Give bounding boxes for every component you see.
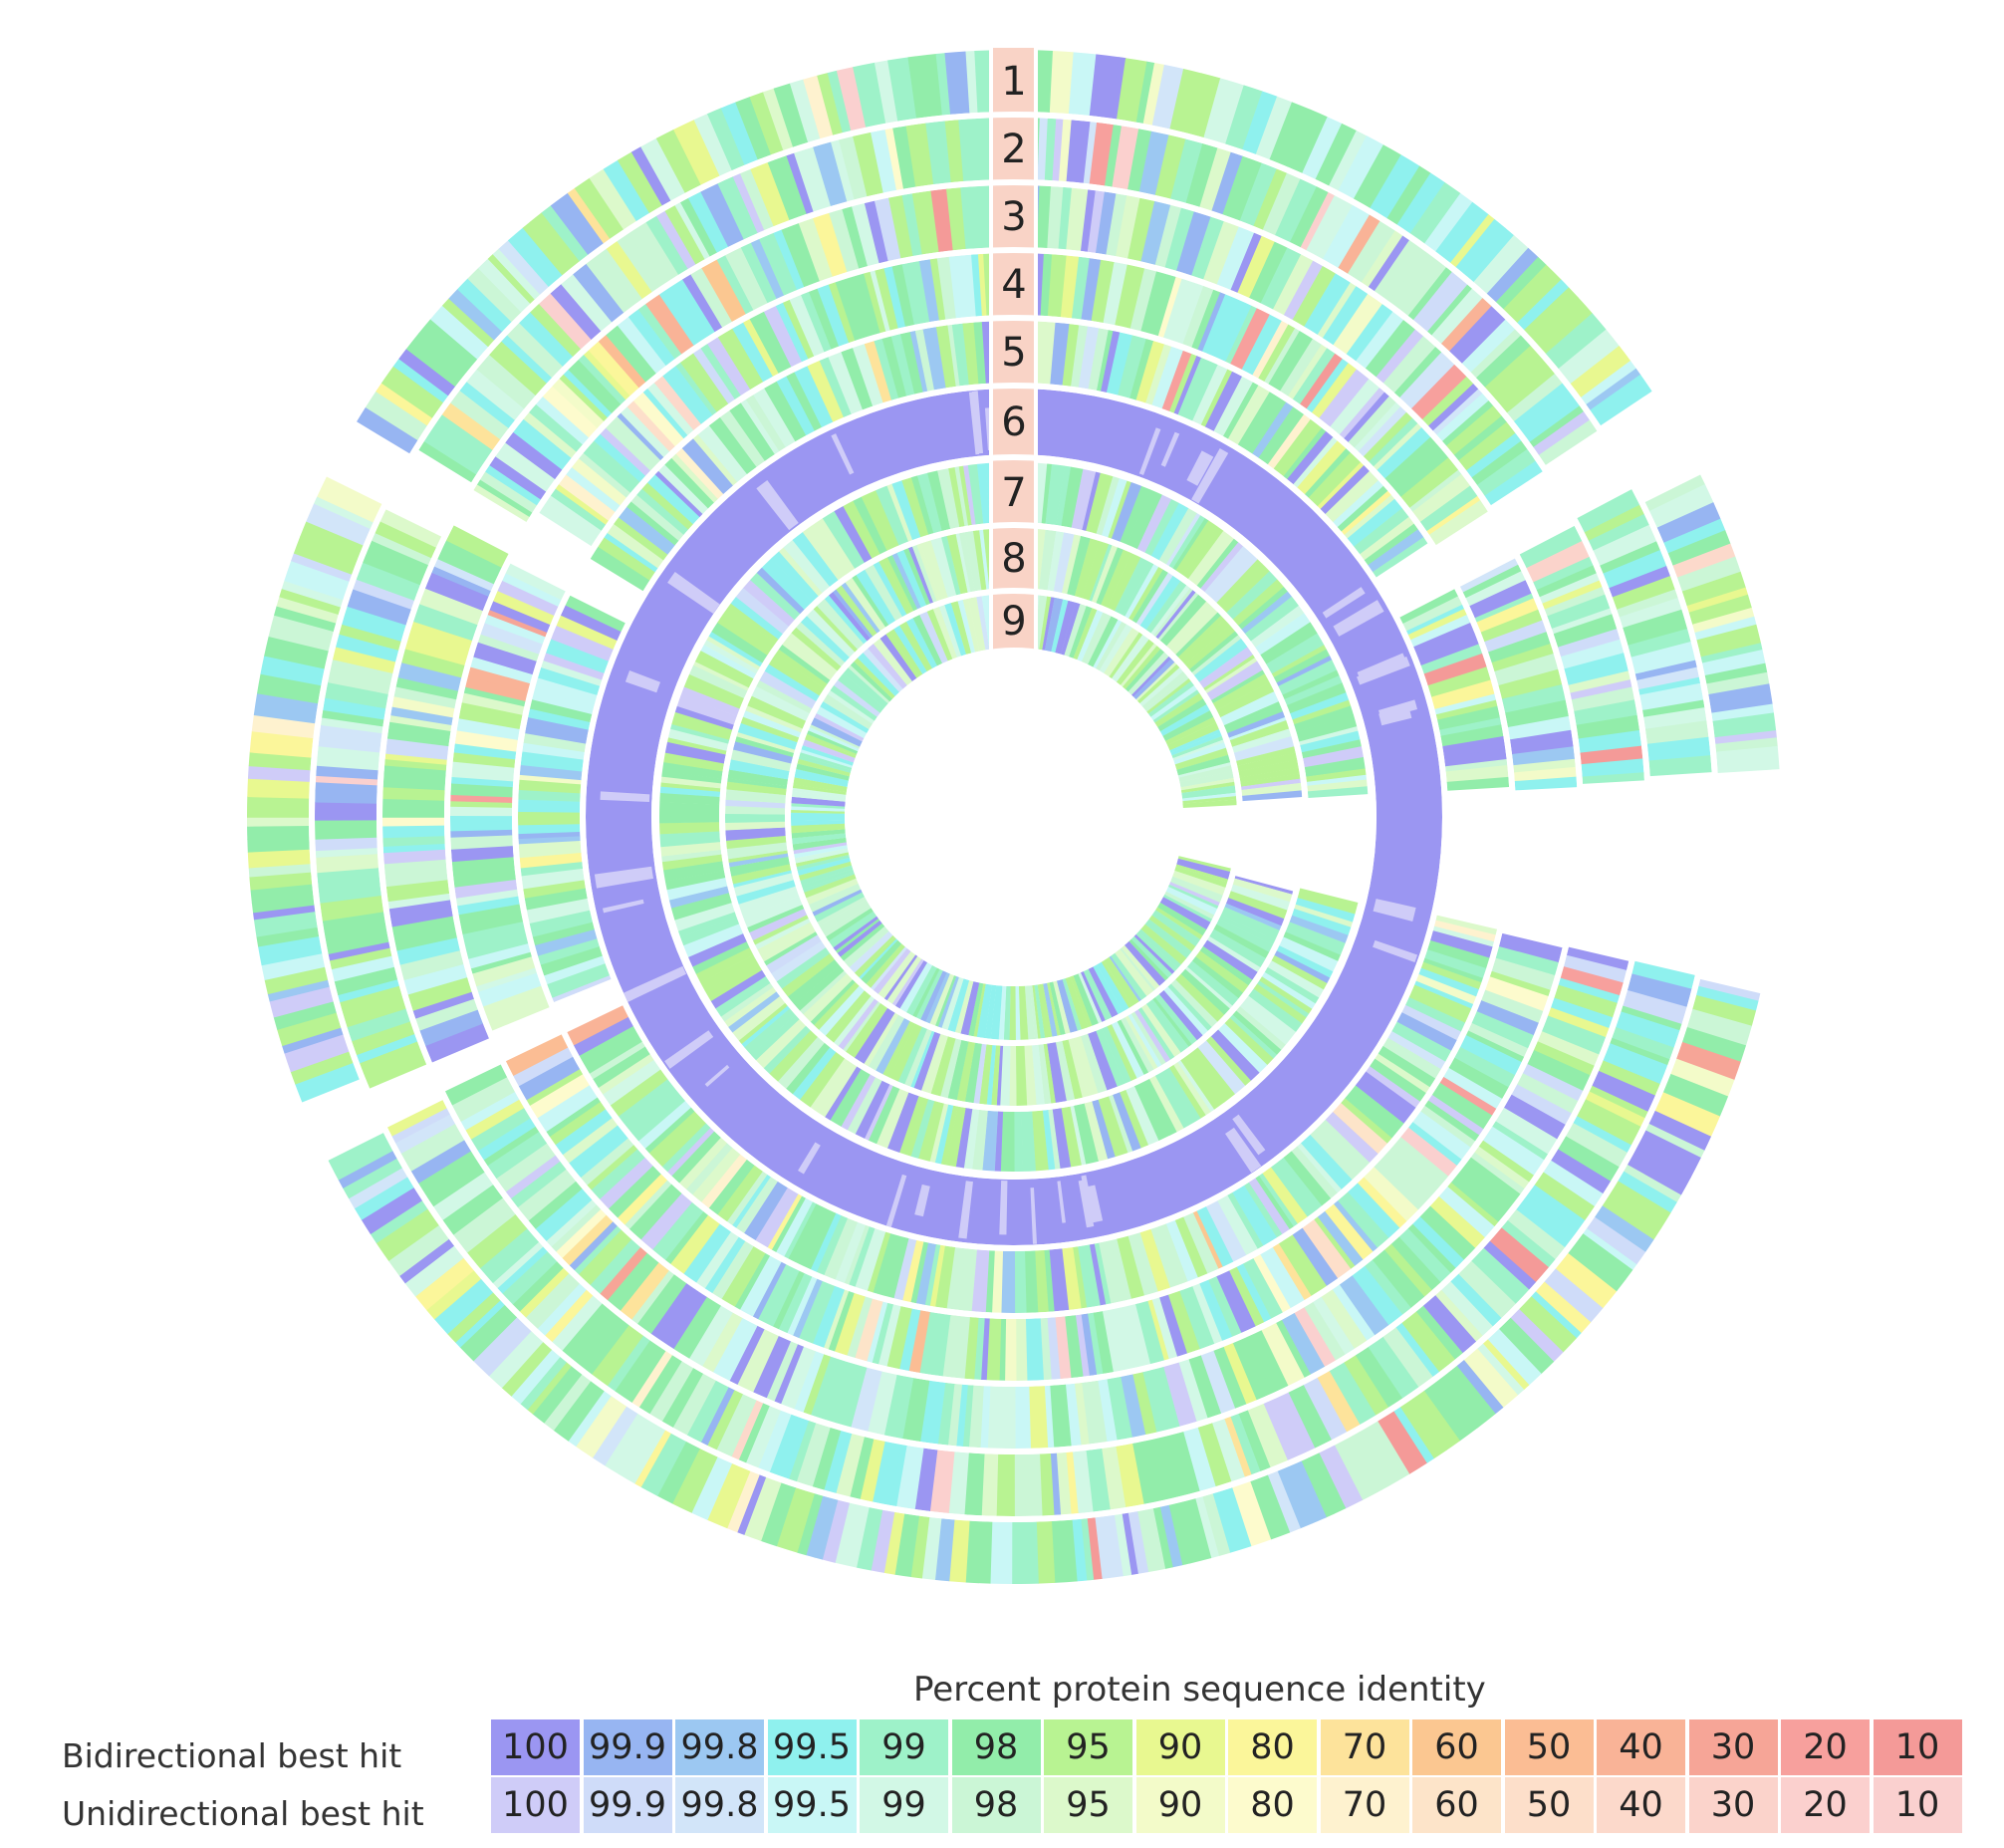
ring-label-6: 6	[1001, 399, 1026, 445]
ring-labels: 1 2 3 4 5 6 7 8 9	[1001, 59, 1026, 645]
ring-9	[791, 593, 1237, 1040]
legend-unidirectional-swatch: 95	[1044, 1777, 1132, 1833]
ring-label-4: 4	[1001, 262, 1026, 308]
legend-unidirectional-swatch: 80	[1228, 1777, 1317, 1833]
legend-bidirectional-swatch: 99.8	[675, 1719, 764, 1775]
legend-bidirectional-swatch: 99.5	[767, 1719, 857, 1775]
legend-bidirectional-swatch: 30	[1688, 1719, 1778, 1775]
legend-unidirectional-swatch: 20	[1781, 1777, 1870, 1833]
legend-unidirectional-swatch: 99	[860, 1777, 948, 1833]
ring-label-1: 1	[1001, 59, 1026, 105]
ring-7	[658, 461, 1369, 1173]
legend-unidirectional-swatch: 98	[951, 1777, 1041, 1833]
legend-bidirectional-swatch: 90	[1135, 1719, 1225, 1775]
identity-rings	[246, 48, 1780, 1585]
legend-title: Percent protein sequence identity	[913, 1670, 1486, 1710]
identity-legend: Percent protein sequence identity Bidire…	[0, 1654, 2004, 1848]
ring-4	[449, 253, 1578, 1381]
legend-unidirectional-swatch: 30	[1688, 1777, 1778, 1833]
legend-unidirectional-swatch: 50	[1504, 1777, 1594, 1833]
center-hole	[849, 652, 1179, 982]
legend-bidirectional-swatch: 80	[1228, 1719, 1317, 1775]
legend-unidirectional-swatch: 99.5	[767, 1777, 857, 1833]
legend-bidirectional-swatch: 60	[1412, 1719, 1501, 1775]
legend-bidirectional-swatch: 50	[1504, 1719, 1594, 1775]
legend-bidirectional-swatch: 70	[1320, 1719, 1409, 1775]
legend-unidirectional-swatch: 10	[1873, 1777, 1962, 1833]
legend-bidirectional-swatch: 10	[1873, 1719, 1962, 1775]
legend-row-bidirectional-label: Bidirectional best hit	[62, 1736, 402, 1775]
ring-5	[518, 320, 1510, 1314]
legend-bidirectional-swatch: 99	[860, 1719, 948, 1775]
ring-8	[725, 527, 1303, 1107]
ring-label-3: 3	[1001, 194, 1026, 240]
legend-bidirectional-swatch: 99.9	[583, 1719, 672, 1775]
ring-label-band	[992, 48, 1036, 650]
legend-unidirectional-swatch: 70	[1320, 1777, 1409, 1833]
legend-unidirectional-swatch: 90	[1135, 1777, 1225, 1833]
legend-bidirectional-swatch: 20	[1781, 1719, 1870, 1775]
ring-label-2: 2	[1001, 127, 1026, 172]
ring-label-5: 5	[1001, 330, 1026, 376]
legend-bidirectional-swatch: 98	[951, 1719, 1041, 1775]
ring-2	[314, 117, 1712, 1517]
legend-unidirectional-swatch: 99.9	[583, 1777, 672, 1833]
legend-bidirectional-swatch: 100	[491, 1719, 580, 1775]
ring-label-7: 7	[1001, 470, 1026, 516]
legend-unidirectional-swatch: 99.8	[675, 1777, 764, 1833]
legend-bidirectional-swatch: 95	[1044, 1719, 1132, 1775]
ring-3	[381, 184, 1644, 1450]
legend-unidirectional-swatch: 40	[1597, 1777, 1685, 1833]
legend-bidirectional-swatch: 40	[1597, 1719, 1685, 1775]
circular-genome-comparison: 1 2 3 4 5 6 7 8 9	[246, 48, 1780, 1585]
ring-1	[246, 50, 1780, 1585]
legend-unidirectional-swatch: 100	[491, 1777, 580, 1833]
legend-row-unidirectional-label: Unidirectional best hit	[62, 1794, 424, 1833]
legend-unidirectional-swatch: 60	[1412, 1777, 1501, 1833]
ring-label-9: 9	[1001, 599, 1026, 645]
ring-label-8: 8	[1001, 536, 1026, 582]
